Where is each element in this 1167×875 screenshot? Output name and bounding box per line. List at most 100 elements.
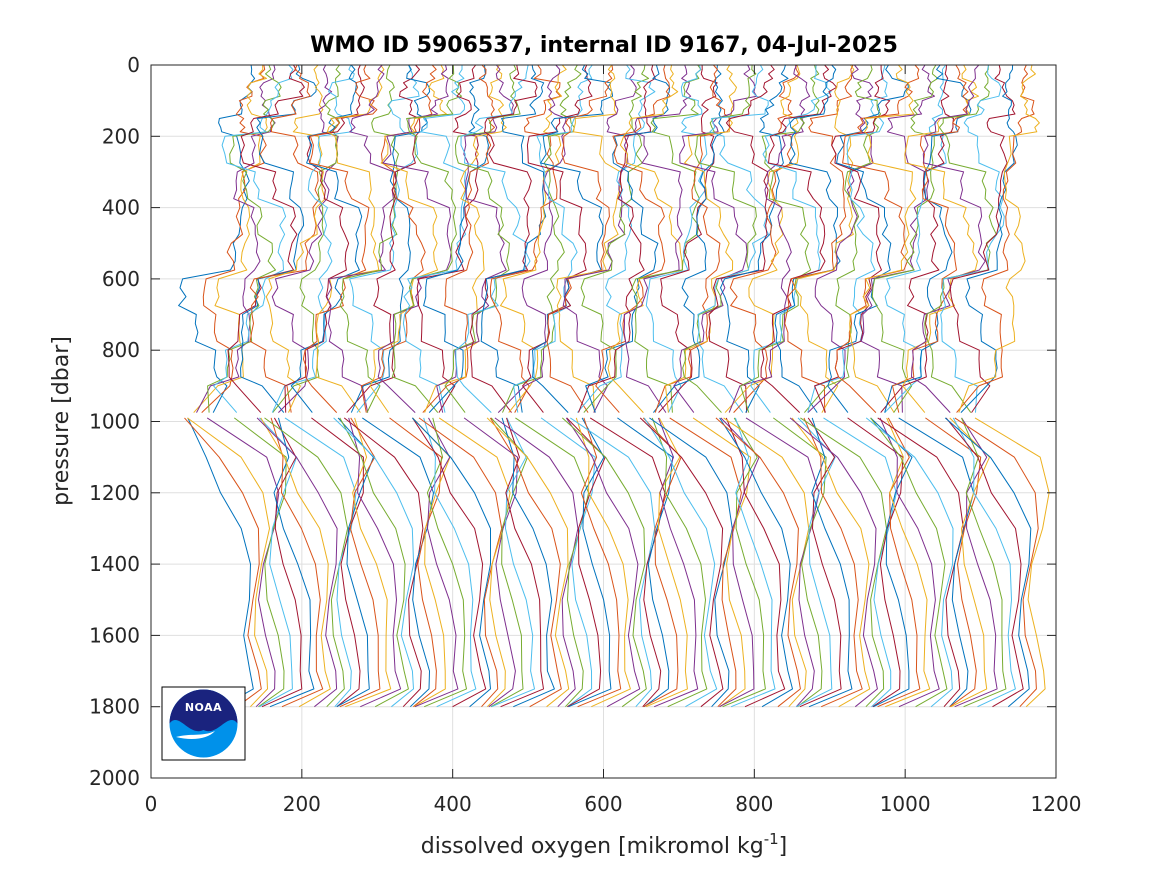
profile-line <box>249 64 324 708</box>
profile-line <box>290 64 374 708</box>
x-tick-label: 0 <box>145 792 158 816</box>
profile-line <box>480 64 555 708</box>
y-tick-label: 200 <box>102 124 140 148</box>
profile-line <box>494 64 579 708</box>
profile-line <box>455 64 535 708</box>
y-tick-label: 1000 <box>89 410 140 434</box>
profile-line <box>902 64 990 708</box>
profile-line <box>469 64 544 708</box>
profile-line <box>350 64 434 708</box>
x-axis-label-superscript: -1 <box>764 830 779 848</box>
profile-line <box>256 64 339 708</box>
profile-line <box>892 64 982 708</box>
y-tick-labels: 0 200 400 600 800 1000 1200 1400 1600 1800 2000 <box>89 53 140 790</box>
chart-title: WMO ID 5906537, internal ID 9167, 04-Jul… <box>310 33 898 58</box>
profile-line <box>502 64 590 708</box>
x-tick-label: 800 <box>735 792 773 816</box>
noaa-logo-gull <box>176 731 215 739</box>
profile-line <box>814 65 904 708</box>
y-tick-label: 2000 <box>89 766 140 790</box>
x-tick-label: 400 <box>434 792 472 816</box>
profile-line <box>570 64 656 708</box>
profile-line <box>911 64 998 708</box>
y-tick-label: 800 <box>102 338 140 362</box>
y-tick-label: 1800 <box>89 695 140 719</box>
profile-line <box>860 64 940 708</box>
profile-line <box>369 64 451 708</box>
profile-line <box>750 64 836 708</box>
x-axis-label-main: dissolved oxygen [mikromol kg <box>421 834 764 859</box>
profile-line <box>623 64 699 708</box>
y-tick-label: 400 <box>102 196 140 220</box>
profile-line <box>639 64 724 708</box>
profile-line <box>954 64 1039 708</box>
profile-line <box>339 64 409 708</box>
profile-line <box>207 64 287 708</box>
profile-line <box>643 64 718 708</box>
profile-line <box>673 64 760 708</box>
noaa-logo-top <box>169 689 238 732</box>
profile-line <box>649 64 733 708</box>
noaa-logo-text: NOAA <box>185 701 222 714</box>
profile-line <box>924 64 1007 708</box>
y-tick-label: 1600 <box>89 623 140 647</box>
profile-line <box>654 64 742 708</box>
profile-line <box>958 64 1050 708</box>
y-tick-label: 600 <box>102 267 140 291</box>
profile-line <box>187 64 270 708</box>
profile-line <box>556 64 631 708</box>
x-tick-label: 600 <box>584 792 622 816</box>
profile-line <box>884 64 975 708</box>
profile-line <box>377 64 459 708</box>
profile-line <box>715 64 801 708</box>
profile-line <box>945 64 1024 708</box>
profile-line <box>264 64 349 708</box>
profile-line <box>849 64 931 708</box>
profile-line <box>178 64 256 708</box>
x-tick-label: 1000 <box>880 792 931 816</box>
profile-line <box>865 64 954 708</box>
profile-line <box>595 64 682 708</box>
profile-line <box>807 64 897 708</box>
y-tick-label: 0 <box>127 53 140 77</box>
profile-line <box>827 64 913 708</box>
profile-line <box>486 64 570 708</box>
profile-line <box>682 64 766 708</box>
profile-line <box>284 64 365 708</box>
profile-line <box>561 64 650 708</box>
profile-line <box>870 64 948 708</box>
profile-line <box>333 64 420 708</box>
profile-line <box>789 64 878 708</box>
profile-line <box>412 64 487 708</box>
profile-line <box>607 64 688 708</box>
profile-line <box>774 64 853 708</box>
x-tick-label: 1200 <box>1031 792 1082 816</box>
profile-line <box>944 64 1032 708</box>
profile-line <box>260 64 331 708</box>
profile-line <box>760 64 842 708</box>
x-axis-label: dissolved oxygen [mikromol kg-1] <box>421 830 788 859</box>
profile-line <box>196 64 280 708</box>
profile-line <box>213 64 298 708</box>
y-tick-label: 1400 <box>89 552 140 576</box>
profile-line <box>343 64 424 708</box>
profile-line <box>402 65 477 708</box>
profile-line <box>562 64 641 708</box>
x-axis-label-suffix: ] <box>779 834 788 859</box>
profile-line <box>800 64 887 708</box>
profile-line <box>578 64 666 708</box>
profiles <box>178 64 1050 708</box>
ticks <box>150 64 1057 779</box>
profile-line <box>723 64 810 708</box>
profile-line <box>708 64 786 708</box>
profile-line <box>227 64 305 708</box>
profile-line <box>326 64 402 708</box>
profile-line <box>784 64 863 708</box>
profile-line <box>728 64 820 708</box>
profile-line <box>418 64 503 708</box>
grid <box>150 64 1057 779</box>
profile-line <box>302 64 381 708</box>
profile-line <box>489 64 562 708</box>
profile-line <box>719 64 793 708</box>
